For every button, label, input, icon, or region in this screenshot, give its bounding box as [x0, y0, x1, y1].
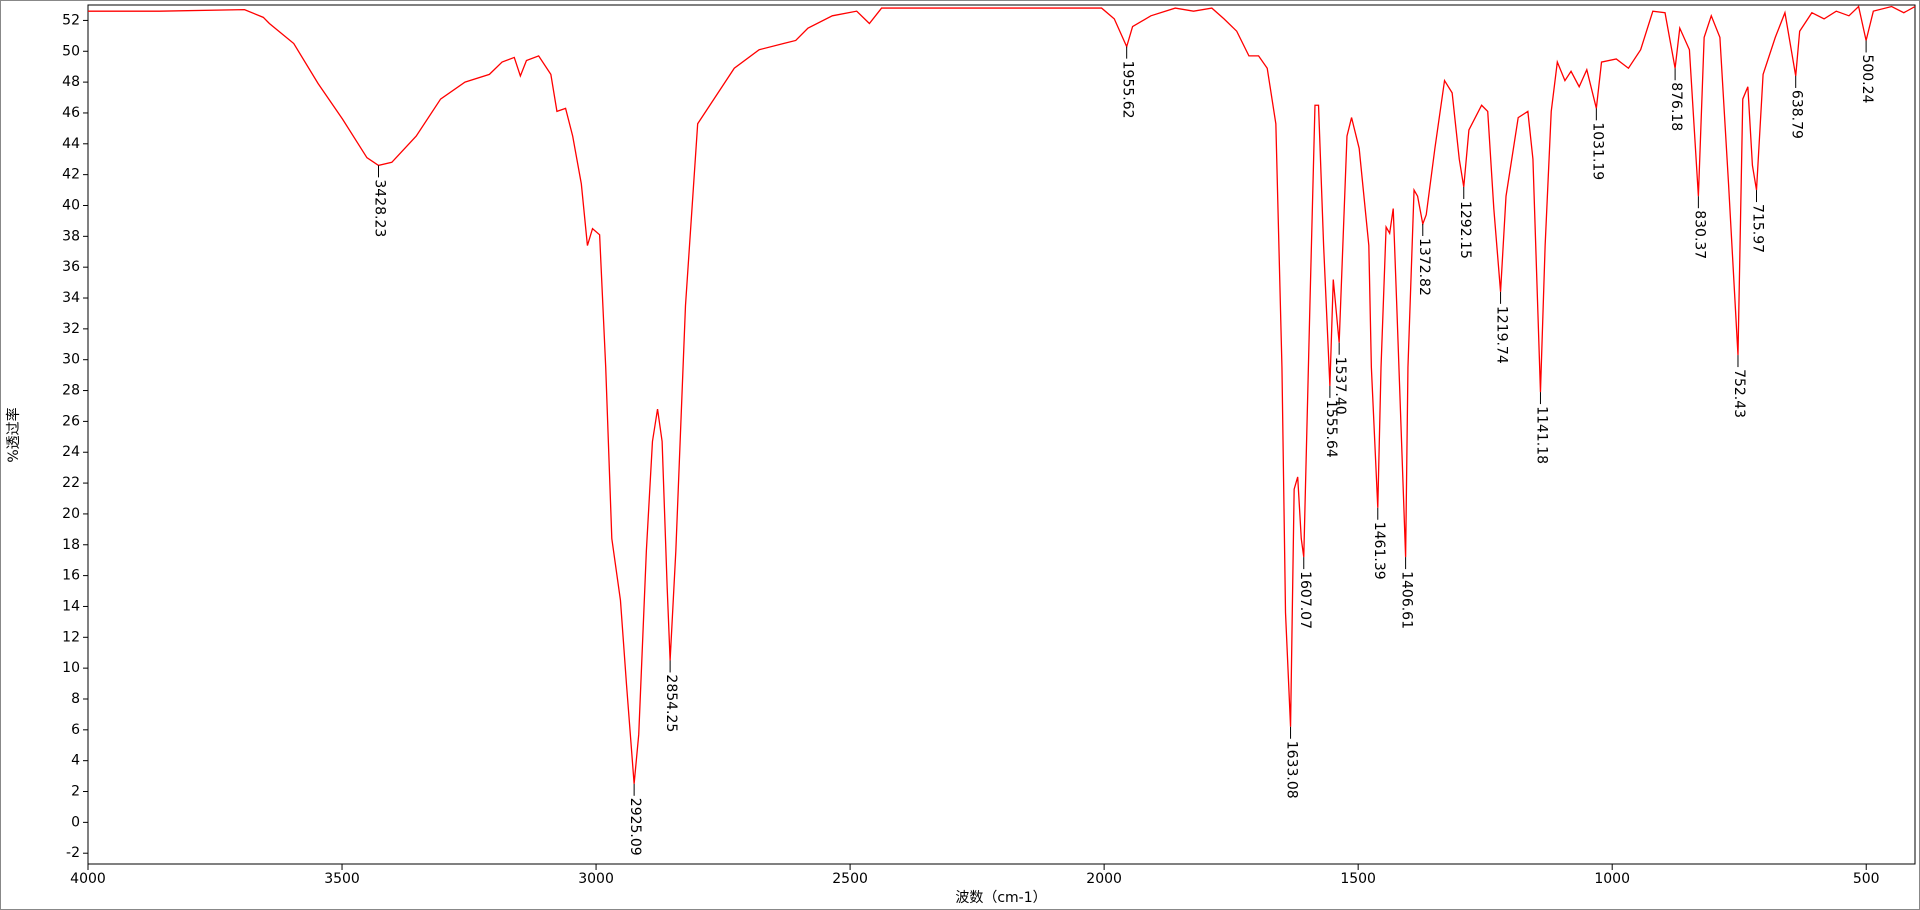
y-tick-label: 28: [62, 383, 80, 399]
peak-label: 752.43: [1731, 369, 1747, 418]
x-tick-label: 3500: [324, 871, 360, 887]
peak-label: 830.37: [1691, 210, 1707, 259]
peak-label: 1292.15: [1457, 201, 1473, 259]
peak-label: 2925.09: [627, 798, 643, 856]
peak-label: 2854.25: [663, 674, 679, 732]
y-tick-label: 0: [71, 814, 80, 830]
y-tick-label: 24: [62, 444, 80, 460]
x-tick-label: 1000: [1594, 871, 1630, 887]
peak-label: 1555.64: [1323, 400, 1339, 458]
peak-label: 1406.61: [1399, 571, 1415, 629]
y-tick-label: 4: [71, 753, 80, 769]
y-tick-label: 10: [62, 660, 80, 676]
peak-label: 500.24: [1859, 54, 1875, 103]
peak-label: 1219.74: [1494, 306, 1510, 364]
y-tick-label: 30: [62, 352, 80, 368]
x-axis-title: 波数（cm-1）: [955, 890, 1046, 906]
peak-label: 1955.62: [1120, 61, 1136, 119]
y-tick-label: 22: [62, 475, 80, 491]
y-tick-label: 16: [62, 568, 80, 584]
peak-label: 1633.08: [1284, 741, 1300, 799]
y-tick-label: 48: [62, 74, 80, 90]
peak-label: 1607.07: [1297, 571, 1313, 629]
y-tick-label: 12: [62, 629, 80, 645]
x-tick-label: 2000: [1086, 871, 1122, 887]
peak-label: 1537.40: [1332, 357, 1348, 415]
y-tick-label: 46: [62, 105, 80, 121]
peak-label: 1461.39: [1371, 522, 1387, 580]
y-tick-label: -2: [66, 845, 80, 861]
spectrum-line: [88, 5, 1916, 784]
y-tick-label: 44: [62, 136, 80, 152]
peak-label: 1141.18: [1533, 406, 1549, 464]
peak-label: 638.79: [1789, 90, 1805, 139]
x-tick-label: 2500: [832, 871, 868, 887]
y-tick-label: 50: [62, 43, 80, 59]
y-tick-label: 6: [71, 722, 80, 738]
y-tick-label: 38: [62, 228, 80, 244]
x-tick-label: 1500: [1340, 871, 1376, 887]
y-tick-label: 18: [62, 537, 80, 553]
x-tick-label: 3000: [578, 871, 614, 887]
peak-label: 3428.23: [371, 179, 387, 237]
y-tick-label: 52: [62, 12, 80, 28]
y-tick-label: 32: [62, 321, 80, 337]
y-tick-label: 14: [62, 598, 80, 614]
x-tick-label: 4000: [70, 871, 106, 887]
y-axis-title: %透过率: [5, 407, 22, 462]
x-tick-label: 500: [1853, 871, 1880, 887]
peak-label: 715.97: [1749, 204, 1765, 253]
peak-label: 876.18: [1668, 82, 1684, 131]
y-tick-label: 36: [62, 259, 80, 275]
y-tick-label: 40: [62, 197, 80, 213]
peak-label: 1372.82: [1416, 238, 1432, 296]
peak-label: 1031.19: [1589, 122, 1605, 180]
y-tick-label: 42: [62, 167, 80, 183]
y-tick-label: 20: [62, 506, 80, 522]
y-tick-label: 8: [71, 691, 80, 707]
y-tick-label: 2: [71, 784, 80, 800]
y-tick-label: 34: [62, 290, 80, 306]
plot-area: [87, 4, 1916, 865]
y-tick-label: 26: [62, 413, 80, 429]
